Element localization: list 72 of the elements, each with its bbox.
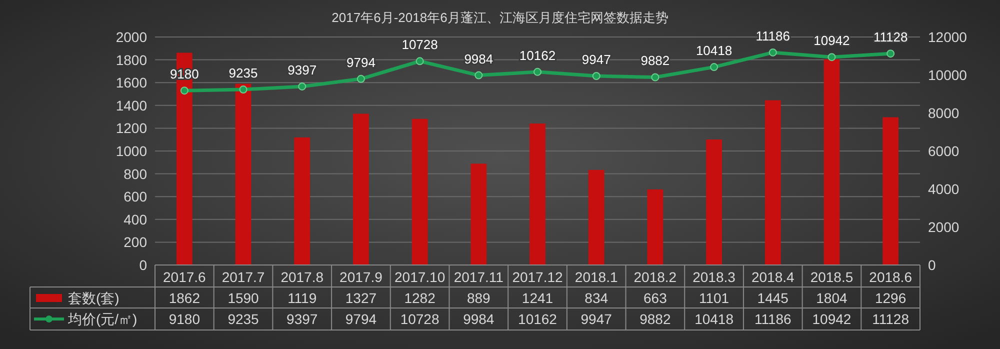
data-label: 10942: [812, 311, 852, 327]
y2-tick-label: 4000: [928, 181, 960, 197]
y-tick-label: 1800: [116, 52, 148, 68]
x-tick-label: 2017.12: [512, 269, 564, 285]
chart-title: 2017年6月-2018年6月蓬江、江海区月度住宅网签数据走势: [332, 10, 668, 25]
data-label: 1590: [228, 290, 260, 306]
legend-label: 套数(套): [68, 290, 120, 306]
data-label: 1327: [345, 290, 377, 306]
y-tick-label: 400: [124, 211, 148, 228]
y2-tick-label: 10000: [928, 67, 968, 83]
data-label: 1241: [522, 290, 554, 306]
y2-tick-label: 12000: [928, 29, 968, 45]
data-label: 10162: [518, 311, 558, 327]
x-tick-label: 2017.7: [222, 269, 265, 285]
y-tick-label: 800: [124, 166, 148, 182]
x-tick-label: 2018.3: [692, 269, 736, 285]
data-label: 1296: [875, 290, 906, 306]
y2-tick-label: 2000: [928, 219, 960, 235]
y-tick-label: 600: [124, 188, 148, 205]
annotation: 9984: [464, 51, 494, 66]
y-tick-label: 0: [139, 257, 148, 273]
x-tick-label: 2017.8: [280, 269, 324, 285]
annotation: 9794: [346, 54, 376, 70]
data-label: 1119: [288, 290, 317, 306]
data-label: 11128: [872, 311, 910, 327]
data-label: 889: [466, 290, 491, 306]
x-tick-label: 2017.10: [394, 269, 446, 285]
data-label: 10418: [694, 311, 734, 327]
x-tick-label: 2018.2: [634, 269, 677, 285]
y-tick-label: 1200: [116, 120, 148, 136]
y2-tick-label: 8000: [928, 105, 960, 121]
data-label: 11186: [754, 311, 792, 327]
x-tick-label: 2018.1: [574, 269, 618, 285]
x-tick-label: 2018.4: [751, 269, 795, 285]
y-tick-label: 1000: [116, 143, 148, 159]
data-label: 9947: [580, 311, 612, 327]
y-tick-label: 1400: [116, 97, 148, 114]
data-label: 1804: [816, 290, 848, 306]
data-label: 9794: [345, 311, 377, 327]
data-label: 1445: [757, 290, 789, 306]
data-label: 9180: [168, 311, 200, 327]
annotation: 10418: [696, 43, 732, 58]
annotation: 11186: [756, 28, 790, 44]
annotation: 9397: [288, 62, 317, 78]
data-label: 9235: [228, 311, 260, 327]
x-tick-label: 2018.6: [869, 269, 912, 285]
data-label: 9397: [286, 311, 318, 327]
data-label: 663: [644, 290, 668, 306]
x-tick-label: 2018.5: [810, 269, 854, 285]
x-tick-label: 2017.11: [454, 269, 504, 285]
x-tick-label: 2017.9: [340, 269, 383, 285]
y2-tick-label: 6000: [928, 143, 960, 159]
data-label: 1862: [168, 290, 200, 306]
annotation: 9947: [582, 52, 611, 68]
data-label: 9984: [463, 311, 494, 327]
y2-tick-label: 0: [928, 257, 936, 273]
annotation: 10162: [519, 48, 556, 63]
annotation: 9882: [640, 53, 670, 68]
annotation: 9235: [228, 66, 258, 81]
annotation: 11128: [873, 30, 908, 45]
legend-label: 均价(元/㎡): [67, 311, 138, 327]
data-label: 834: [584, 290, 608, 306]
x-tick-label: 2017.6: [163, 269, 206, 285]
y-tick-label: 200: [124, 234, 148, 250]
data-label: 1282: [404, 290, 436, 306]
y-tick-label: 2000: [116, 29, 148, 45]
data-label: 9882: [640, 311, 671, 327]
y-tick-label: 1600: [116, 74, 148, 91]
annotation: 10942: [814, 33, 850, 48]
annotation: 10728: [402, 37, 438, 52]
data-label: 10728: [400, 311, 440, 327]
data-label: 1101: [698, 290, 730, 306]
